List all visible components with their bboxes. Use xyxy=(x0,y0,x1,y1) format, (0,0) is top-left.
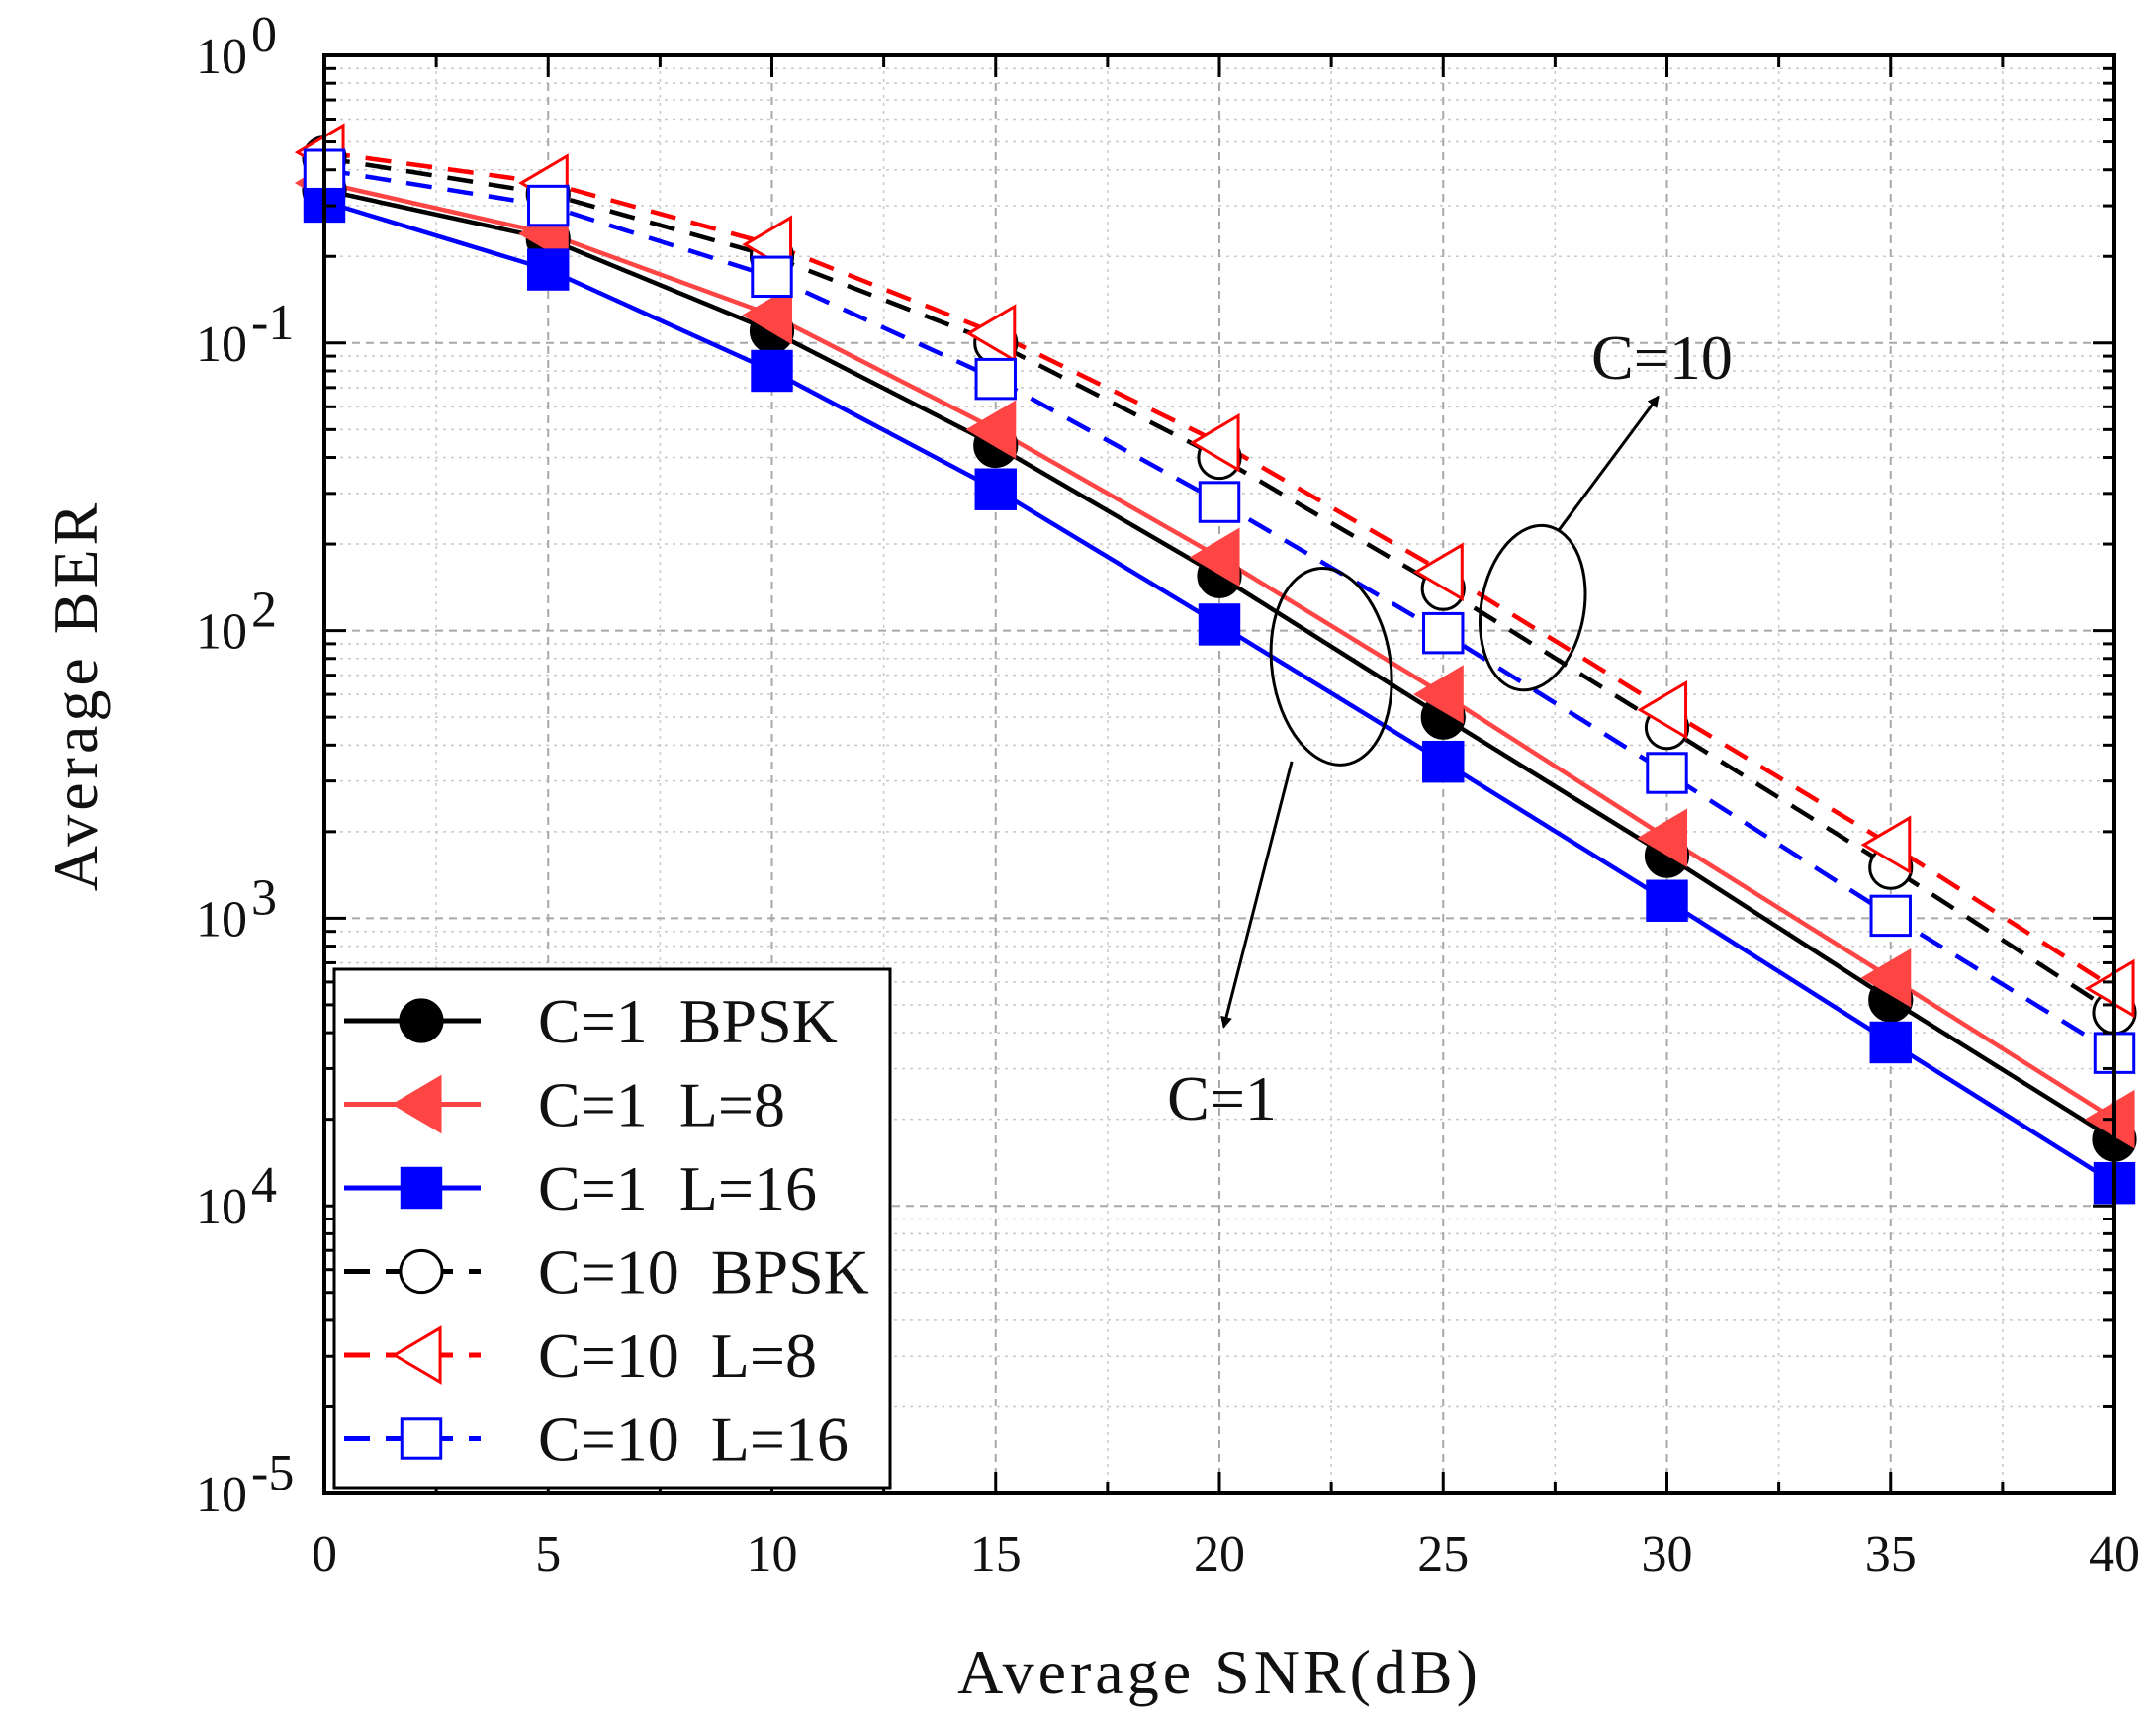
annotation-c1: C=1 xyxy=(1167,1063,1277,1133)
marker-triangle xyxy=(965,400,1017,460)
y-tick-label: 10 xyxy=(196,1179,247,1235)
marker-square xyxy=(1646,879,1688,922)
arrow-c10 xyxy=(1557,395,1660,532)
marker-triangle xyxy=(1637,808,1688,868)
series-markers xyxy=(294,123,2137,1205)
y-tick-labels: 10 010 -110 210 310 410 -5 xyxy=(196,7,294,1523)
marker-triangle xyxy=(2084,958,2135,1019)
x-tick-label: 40 xyxy=(2089,1526,2140,1582)
y-tick-exponent: 3 xyxy=(251,869,277,926)
marker-square xyxy=(974,357,1017,401)
marker-triangle xyxy=(1860,815,1912,874)
legend: C=1 BPSK C=1 L=8 C=1 L=16 C=10 BPSK C=10 L=8… xyxy=(332,967,892,1490)
marker-circle xyxy=(399,998,444,1043)
ellipse-c10 xyxy=(1479,523,1587,692)
marker-triangle xyxy=(1413,542,1464,602)
y-tick-label: 10 xyxy=(196,891,247,948)
x-tick-label: 10 xyxy=(747,1526,798,1582)
y-tick-exponent: -1 xyxy=(251,295,294,351)
marker-triangle xyxy=(391,1074,442,1134)
y-axis-title: Average BER xyxy=(41,499,111,891)
marker-circle xyxy=(399,1248,444,1295)
marker-square xyxy=(1422,740,1465,783)
marker-square xyxy=(974,468,1017,510)
ellipse-c1 xyxy=(1269,567,1393,767)
marker-triangle xyxy=(1189,527,1240,587)
marker-triangle xyxy=(391,1325,442,1385)
y-tick-label: 10 xyxy=(196,604,247,661)
marker-square xyxy=(751,349,793,393)
y-tick-exponent: 0 xyxy=(251,7,277,63)
marker-square xyxy=(400,1166,443,1210)
x-tick-label: 25 xyxy=(1417,1526,1469,1582)
legend-label-5: C=10 L=16 xyxy=(538,1404,849,1475)
y-tick-label: 10 xyxy=(196,29,247,85)
y-tick-exponent: 4 xyxy=(251,1157,277,1214)
x-tick-label: 30 xyxy=(1642,1526,1693,1582)
marker-square xyxy=(1646,752,1688,794)
legend-label-3: C=10 BPSK xyxy=(538,1237,869,1308)
y-tick-label: 10 xyxy=(196,1467,247,1523)
y-tick-exponent: 2 xyxy=(251,583,277,639)
marker-triangle xyxy=(742,285,793,345)
y-tick-exponent: -5 xyxy=(251,1445,294,1501)
marker-square xyxy=(1198,481,1241,523)
marker-square xyxy=(751,255,793,299)
marker-triangle xyxy=(965,304,1017,363)
annotation-c10: C=10 xyxy=(1591,322,1733,393)
marker-triangle xyxy=(1189,412,1240,473)
marker-square xyxy=(527,248,570,291)
arrow-c1 xyxy=(1220,761,1294,1029)
y-tick-label: 10 xyxy=(196,316,247,373)
marker-triangle xyxy=(1860,948,1912,1008)
marker-square xyxy=(1198,603,1241,646)
marker-triangle xyxy=(1413,665,1464,724)
x-tick-label: 0 xyxy=(312,1526,337,1582)
x-axis-title: Average SNR(dB) xyxy=(957,1637,1482,1707)
marker-square xyxy=(400,1417,443,1460)
legend-label-0: C=1 BPSK xyxy=(538,986,838,1056)
x-tick-label: 5 xyxy=(535,1526,561,1582)
x-tick-labels: 0 5 10 15 20 25 30 35 40 xyxy=(312,1526,2140,1582)
marker-square xyxy=(1422,611,1465,655)
marker-square xyxy=(527,184,570,227)
annotations: C=10 C=1 xyxy=(1167,322,1733,1133)
x-tick-label: 15 xyxy=(970,1526,1022,1582)
series-line-4 xyxy=(323,149,2116,991)
legend-label-1: C=1 L=8 xyxy=(538,1070,785,1140)
marker-square xyxy=(1869,894,1912,938)
series-line-3 xyxy=(323,155,2116,1015)
marker-triangle xyxy=(1637,679,1688,740)
x-tick-label: 35 xyxy=(1865,1526,1917,1582)
legend-box xyxy=(332,967,892,1490)
x-tick-label: 20 xyxy=(1194,1526,1245,1582)
legend-label-4: C=10 L=8 xyxy=(538,1320,817,1391)
axis-ticks xyxy=(322,53,2116,1495)
legend-label-2: C=1 L=16 xyxy=(538,1153,817,1223)
marker-square xyxy=(1869,1021,1912,1064)
